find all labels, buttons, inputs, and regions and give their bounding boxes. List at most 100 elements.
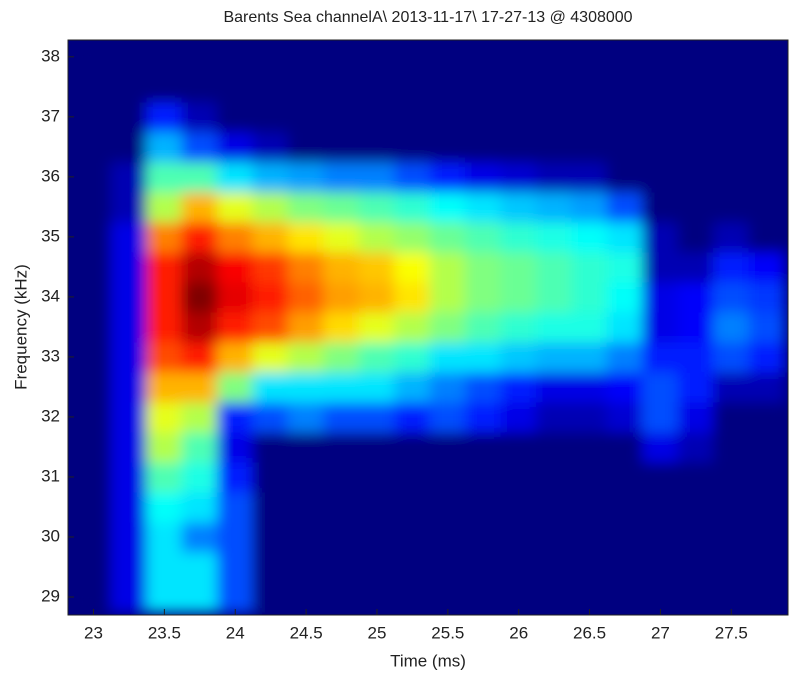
heatmap-cell — [465, 521, 502, 553]
heatmap-cell — [181, 281, 219, 313]
plot-frame — [67, 39, 789, 616]
heatmap-cell — [748, 581, 785, 613]
heatmap-cell — [606, 191, 644, 223]
heatmap-cell — [252, 521, 289, 553]
heatmap-cells — [75, 41, 785, 613]
heatmap-cell — [75, 101, 112, 133]
heatmap-cell — [287, 71, 325, 103]
heatmap-cell — [606, 281, 644, 313]
heatmap-cell — [217, 41, 254, 73]
heatmap-cell — [465, 251, 502, 283]
heatmap-cell — [358, 221, 396, 253]
heatmap-cell — [181, 371, 219, 403]
heatmap-cell — [252, 131, 289, 163]
y-tick-label: 37 — [41, 106, 60, 125]
heatmap-cell — [110, 251, 148, 283]
heatmap-cell — [642, 221, 679, 253]
heatmap-cell — [287, 581, 325, 613]
heatmap-cell — [394, 371, 431, 403]
heatmap-cell — [110, 101, 148, 133]
heatmap-cell — [287, 431, 325, 463]
heatmap-cell — [110, 491, 148, 523]
heatmap-cell — [110, 581, 148, 613]
heatmap-cell — [323, 281, 360, 313]
heatmap-cell — [535, 161, 573, 193]
heatmap-cell — [571, 221, 608, 253]
y-tick-label: 35 — [41, 226, 60, 245]
heatmap-cell — [110, 401, 148, 433]
heatmap-cell — [606, 551, 644, 583]
heatmap-cell — [606, 461, 644, 493]
heatmap-cell — [642, 161, 679, 193]
heatmap-cell — [606, 341, 644, 373]
heatmap-cell — [748, 251, 785, 283]
heatmap-cell — [323, 491, 360, 523]
heatmap-cell — [287, 311, 325, 343]
heatmap-cell — [323, 101, 360, 133]
heatmap-cell — [358, 161, 396, 193]
heatmap-cell — [606, 41, 644, 73]
heatmap-cell — [642, 311, 679, 343]
heatmap-cell — [465, 41, 502, 73]
heatmap-cell — [358, 71, 396, 103]
heatmap-cell — [146, 101, 183, 133]
heatmap-cell — [110, 311, 148, 343]
heatmap-cell — [75, 221, 112, 253]
heatmap-cell — [323, 551, 360, 583]
heatmap-cell — [252, 461, 289, 493]
heatmap-cell — [75, 71, 112, 103]
heatmap-cell — [677, 161, 715, 193]
heatmap-cell — [748, 371, 785, 403]
heatmap-cell — [394, 341, 431, 373]
heatmap-cell — [606, 71, 644, 103]
heatmap-cell — [677, 431, 715, 463]
heatmap-cell — [394, 71, 431, 103]
heatmap-cell — [394, 191, 431, 223]
heatmap-cell — [748, 551, 785, 583]
heatmap-cell — [642, 371, 679, 403]
heatmap-cell — [181, 461, 219, 493]
heatmap-cell — [217, 311, 254, 343]
heatmap-cell — [252, 371, 289, 403]
heatmap-cell — [465, 101, 502, 133]
heatmap-cell — [181, 551, 219, 583]
heatmap-cell — [146, 341, 183, 373]
heatmap-cell — [358, 101, 396, 133]
heatmap-cell — [713, 41, 750, 73]
heatmap-cell — [252, 581, 289, 613]
heatmap-cell — [394, 41, 431, 73]
heatmap-cell — [677, 311, 715, 343]
heatmap-cell — [429, 581, 467, 613]
heatmap-cell — [358, 491, 396, 523]
heatmap-cell — [429, 221, 467, 253]
x-tick-label: 27 — [651, 623, 670, 642]
heatmap-cell — [500, 341, 537, 373]
heatmap-cell — [146, 281, 183, 313]
heatmap-cell — [677, 251, 715, 283]
y-tick-label: 31 — [41, 466, 60, 485]
heatmap-cell — [571, 341, 608, 373]
heatmap-cell — [713, 551, 750, 583]
heatmap-cell — [181, 131, 219, 163]
heatmap-cell — [713, 71, 750, 103]
heatmap-cell — [287, 131, 325, 163]
heatmap-cell — [252, 431, 289, 463]
x-tick-label: 24.5 — [290, 623, 323, 642]
heatmap-cell — [252, 221, 289, 253]
heatmap-cell — [323, 251, 360, 283]
heatmap-cell — [75, 311, 112, 343]
heatmap-cell — [642, 281, 679, 313]
heatmap-cell — [535, 551, 573, 583]
heatmap-cell — [748, 461, 785, 493]
heatmap-cell — [110, 341, 148, 373]
heatmap-cell — [677, 521, 715, 553]
heatmap-cell — [146, 161, 183, 193]
heatmap-cell — [571, 461, 608, 493]
heatmap-cell — [642, 191, 679, 223]
x-tick-label: 27.5 — [715, 623, 748, 642]
heatmap-cell — [252, 551, 289, 583]
heatmap-cell — [323, 191, 360, 223]
y-tick-label: 38 — [41, 46, 60, 65]
heatmap-cell — [465, 281, 502, 313]
heatmap-cell — [110, 131, 148, 163]
